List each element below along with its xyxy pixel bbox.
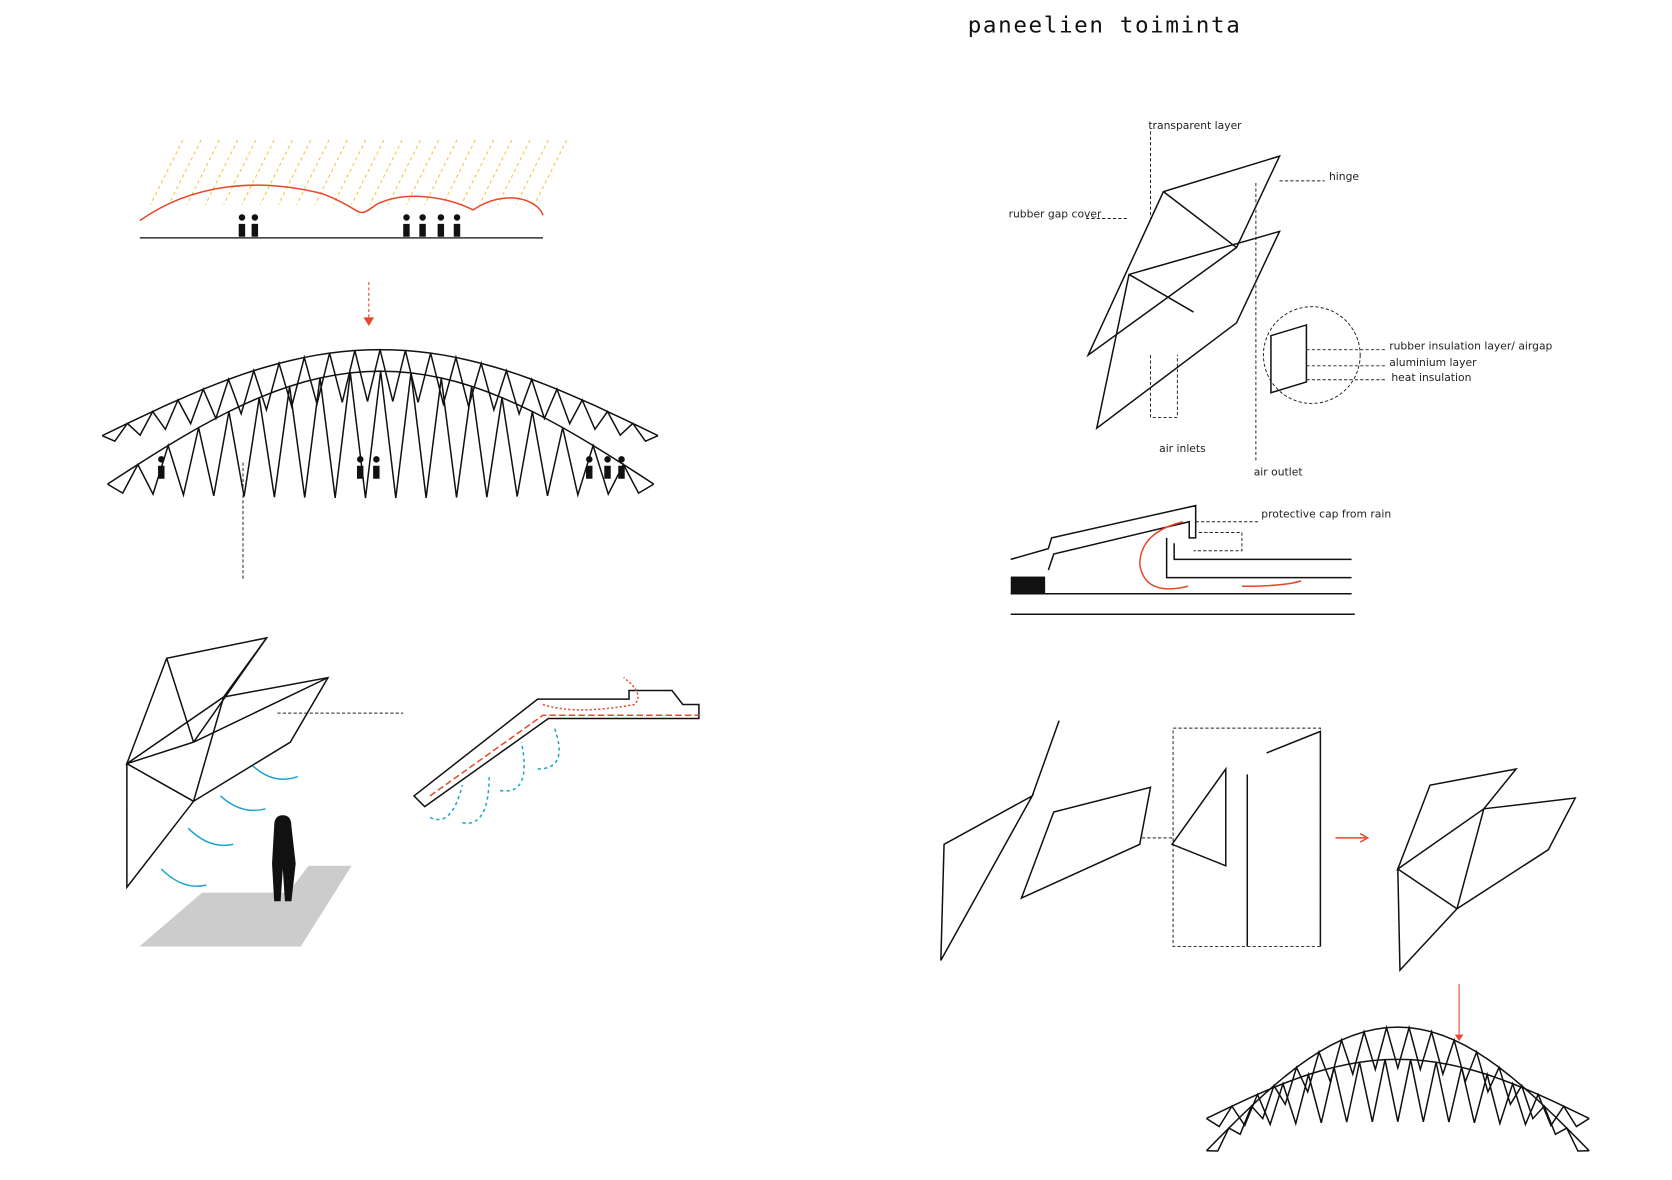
airflow bbox=[160, 765, 299, 887]
shadow bbox=[139, 865, 352, 947]
label: air outlet bbox=[1254, 465, 1303, 478]
detail bbox=[1170, 730, 1322, 947]
person bbox=[272, 815, 296, 902]
rain-line bbox=[223, 139, 257, 205]
person bbox=[618, 456, 625, 479]
rain-line bbox=[332, 139, 367, 205]
arch-line bbox=[1206, 1024, 1590, 1152]
rain-line bbox=[369, 139, 403, 205]
rain-line bbox=[204, 139, 239, 205]
assembly bbox=[940, 720, 1577, 1042]
detail-circle bbox=[1262, 306, 1361, 404]
exploded-panel bbox=[1085, 131, 1388, 463]
cap-section bbox=[1010, 504, 1355, 615]
arch-line bbox=[107, 371, 655, 499]
label: heat insulation bbox=[1391, 371, 1471, 384]
airflow bbox=[429, 725, 560, 825]
panels bbox=[1396, 767, 1577, 972]
panel-section bbox=[412, 677, 700, 825]
section bbox=[412, 689, 700, 808]
panel-assembly bbox=[125, 636, 404, 947]
rain-line bbox=[515, 139, 549, 205]
rain-line bbox=[479, 139, 513, 205]
arrow bbox=[1335, 832, 1370, 843]
rain-line bbox=[424, 139, 458, 205]
person bbox=[403, 214, 410, 237]
arch-structure bbox=[1205, 1024, 1590, 1152]
person bbox=[437, 214, 445, 237]
title: paneelien toiminta bbox=[968, 12, 1242, 38]
rain-line bbox=[278, 139, 312, 205]
label: rubber insulation layer/ airgap bbox=[1389, 340, 1552, 353]
rain-line bbox=[186, 139, 220, 205]
person bbox=[604, 456, 611, 479]
person bbox=[158, 456, 165, 479]
person bbox=[238, 214, 246, 237]
insulation bbox=[429, 714, 699, 797]
label: rubber gap cover bbox=[1009, 207, 1102, 220]
person bbox=[586, 456, 593, 479]
people bbox=[238, 214, 461, 237]
block bbox=[1010, 576, 1046, 594]
rain-line bbox=[533, 139, 568, 205]
rain-line bbox=[387, 139, 421, 205]
detail bbox=[1270, 323, 1308, 394]
arch-line bbox=[1206, 1058, 1590, 1120]
panel-edges bbox=[126, 637, 329, 765]
panels bbox=[125, 636, 330, 890]
label: hinge bbox=[1329, 170, 1359, 183]
rain-line bbox=[241, 139, 275, 205]
canopy-section bbox=[139, 184, 544, 222]
rain-lines bbox=[150, 139, 568, 205]
person bbox=[251, 214, 259, 237]
rain-line bbox=[150, 139, 184, 205]
warm-air bbox=[542, 677, 639, 711]
rain-line bbox=[442, 139, 476, 205]
rain-line bbox=[460, 139, 495, 205]
rain-line bbox=[259, 139, 293, 205]
rain-line bbox=[405, 139, 440, 205]
arrow-head bbox=[363, 317, 375, 327]
rain-line bbox=[497, 139, 531, 205]
leader bbox=[1193, 521, 1259, 552]
person bbox=[453, 214, 461, 237]
section bbox=[1010, 504, 1355, 615]
rain-line bbox=[296, 139, 330, 205]
arch-line bbox=[1205, 1026, 1590, 1152]
airflow bbox=[1139, 520, 1302, 590]
label: aluminium layer bbox=[1389, 356, 1477, 369]
rain-line bbox=[168, 139, 202, 205]
label: protective cap from rain bbox=[1261, 507, 1391, 520]
arch-line bbox=[107, 370, 655, 485]
leader bbox=[1150, 349, 1388, 418]
label: air inlets bbox=[1159, 442, 1206, 455]
person bbox=[373, 456, 380, 479]
arch-line bbox=[101, 348, 659, 437]
arch-structure bbox=[101, 348, 659, 499]
rain-line bbox=[314, 139, 348, 205]
arch-line bbox=[101, 349, 659, 443]
arrow-head bbox=[1454, 1034, 1464, 1042]
rain-line bbox=[351, 139, 385, 205]
panels bbox=[940, 720, 1152, 961]
label: transparent layer bbox=[1148, 119, 1242, 132]
arch-line bbox=[1206, 1059, 1590, 1128]
panel bbox=[1086, 154, 1281, 430]
person bbox=[419, 214, 426, 237]
person bbox=[356, 456, 364, 479]
